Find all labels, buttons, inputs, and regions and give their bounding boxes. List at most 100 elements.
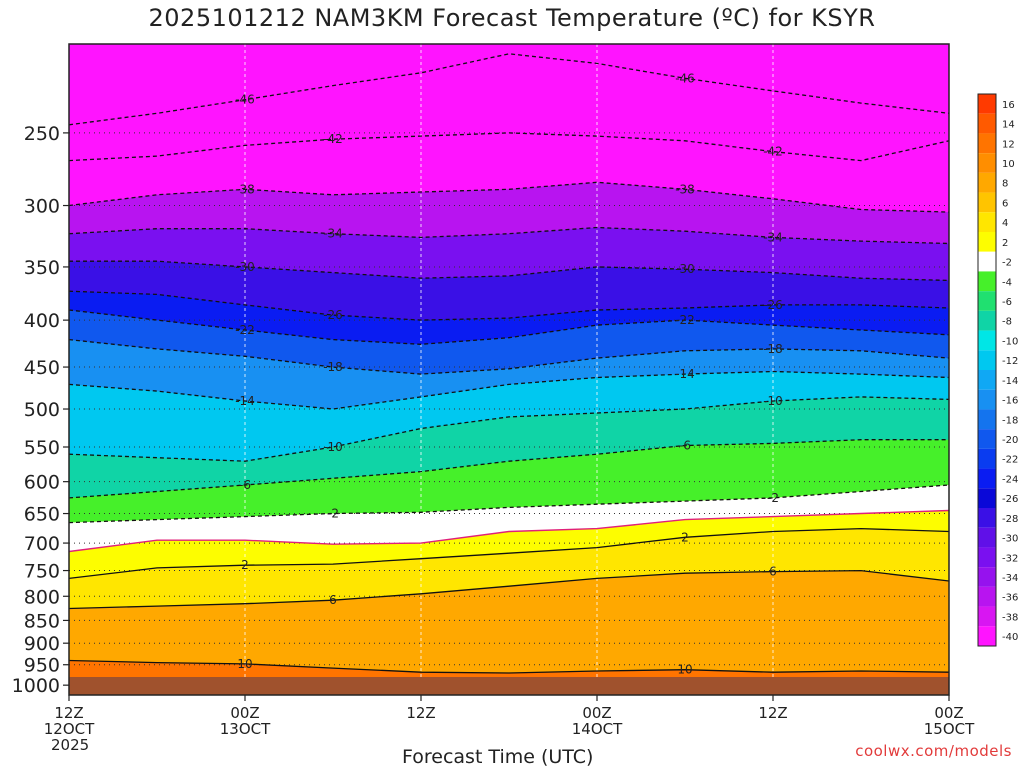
- contour-label: -46: [235, 93, 255, 107]
- isotherm--42: [69, 132, 949, 162]
- contour-label: -22: [675, 313, 695, 327]
- x-tick-label: 2025: [51, 736, 89, 754]
- colorbar-label: -10: [1002, 336, 1018, 347]
- contour-label: -34: [323, 227, 343, 241]
- colorbar-label: -24: [1002, 474, 1018, 485]
- colorbar-label: -34: [1002, 573, 1018, 584]
- isotherm--6: [69, 439, 949, 499]
- isotherm-contours: -46-46-42-42-38 -38-34 -34-30 -30-26-26-22-…: [69, 53, 949, 677]
- colorbar-swatch: [978, 508, 996, 528]
- x-tick-label: 00Z: [934, 704, 963, 722]
- contour-label: -30: [235, 260, 255, 274]
- y-tick-label: 300: [24, 196, 60, 218]
- isotherm--14: [69, 370, 949, 410]
- colorbar-frame: [977, 93, 997, 647]
- contour-label: -42: [763, 145, 783, 159]
- colorbar-swatch: [978, 291, 996, 311]
- y-tick-label: 400: [24, 310, 60, 332]
- contour-label: -18: [763, 342, 783, 356]
- contour-label: -26: [323, 308, 343, 322]
- isotherm-10: [69, 659, 949, 674]
- page-title: 2025101212 NAM3KM Forecast Temperature (…: [148, 4, 876, 32]
- y-tick-label: 550: [24, 437, 60, 459]
- colorbar-swatch: [978, 310, 996, 331]
- colorbar-swatch: [978, 330, 996, 351]
- colorbar-swatch: [978, 192, 996, 213]
- colorbar-swatch: [978, 547, 996, 568]
- y-tick-label: 450: [24, 357, 60, 379]
- x-tick-label: 14OCT: [572, 720, 623, 738]
- colorbar-label: 4: [1002, 218, 1008, 229]
- temperature-field: [69, 44, 949, 695]
- colorbar-label: -28: [1002, 514, 1018, 525]
- contour-label: -22: [235, 323, 255, 337]
- y-tick-label: 250: [24, 123, 60, 145]
- colorbar-swatch: [978, 133, 996, 154]
- colorbar-label: -12: [1002, 356, 1018, 367]
- field-band: [69, 570, 949, 695]
- contour-label: 10: [237, 657, 252, 671]
- colorbar-label: -22: [1002, 455, 1018, 466]
- x-tick-label: 12Z: [758, 704, 787, 722]
- colorbar-swatch: [978, 212, 996, 232]
- colorbar-label: -6: [1002, 297, 1012, 308]
- contour-label: -10: [323, 440, 343, 454]
- y-tick-label: 750: [24, 561, 60, 583]
- colorbar-label: -30: [1002, 534, 1018, 545]
- contour-label: -38: [675, 182, 695, 196]
- credit-link[interactable]: coolwx.com/models: [855, 742, 1012, 760]
- isotherm--10: [69, 396, 949, 462]
- contour-label: -38: [235, 182, 255, 196]
- colorbar-swatch: [978, 409, 996, 430]
- colorbar-label: -16: [1002, 396, 1018, 407]
- contour-label: 6: [329, 593, 337, 607]
- contour-label: -6: [679, 439, 691, 453]
- contour-label: 6: [769, 565, 777, 579]
- contour-label: -42: [323, 132, 343, 146]
- y-tick-label: 600: [24, 472, 60, 494]
- contour-label: 2: [241, 558, 249, 572]
- x-tick-label: 00Z: [582, 704, 611, 722]
- isotherm--46: [69, 53, 949, 126]
- colorbar-swatch: [978, 429, 996, 449]
- colorbar-label: -18: [1002, 415, 1018, 426]
- contour-label: -30: [675, 262, 695, 276]
- colorbar-swatch: [978, 251, 996, 272]
- colorbar-label: 10: [1002, 159, 1015, 170]
- contour-label: -18: [323, 360, 343, 374]
- x-axis-title: Forecast Time (UTC): [402, 746, 594, 768]
- y-tick-label: 850: [24, 610, 60, 632]
- isotherm-6: [69, 569, 949, 610]
- colorbar-swatch: [978, 94, 996, 114]
- freezing-band: [69, 485, 949, 552]
- plot-frame: [68, 43, 950, 696]
- colorbar-label: 6: [1002, 198, 1008, 209]
- isotherm-0: [69, 509, 949, 553]
- isotherm-2: [69, 527, 949, 580]
- colorbar-label: -26: [1002, 494, 1018, 505]
- contour-label: -14: [675, 367, 695, 381]
- contour-label: -6: [239, 478, 251, 492]
- contour-label: -46: [675, 71, 695, 85]
- colorbar-swatch: [978, 468, 996, 489]
- colorbar-swatch: [978, 586, 996, 607]
- y-tick-label: 500: [24, 399, 60, 421]
- contour-label: -2: [767, 491, 779, 505]
- x-tick-label: 12Z: [406, 704, 435, 722]
- colorbar-swatch: [978, 232, 996, 252]
- contour-label: -34: [763, 230, 783, 244]
- colorbar-label: -38: [1002, 612, 1018, 623]
- colorbar-label: -20: [1002, 435, 1018, 446]
- colorbar-swatch: [978, 113, 996, 134]
- colorbar-swatch: [978, 350, 996, 370]
- isotherm--38: [69, 181, 949, 213]
- colorbar-swatch: [978, 370, 996, 390]
- y-axis: 2503003504004505005506006507007508008509…: [12, 123, 69, 697]
- colorbar-label: -8: [1002, 317, 1012, 328]
- contour-label: -26: [763, 298, 783, 312]
- contour-label: -2: [327, 507, 339, 521]
- x-tick-label: 12Z: [54, 704, 83, 722]
- colorbar-label: -36: [1002, 593, 1018, 604]
